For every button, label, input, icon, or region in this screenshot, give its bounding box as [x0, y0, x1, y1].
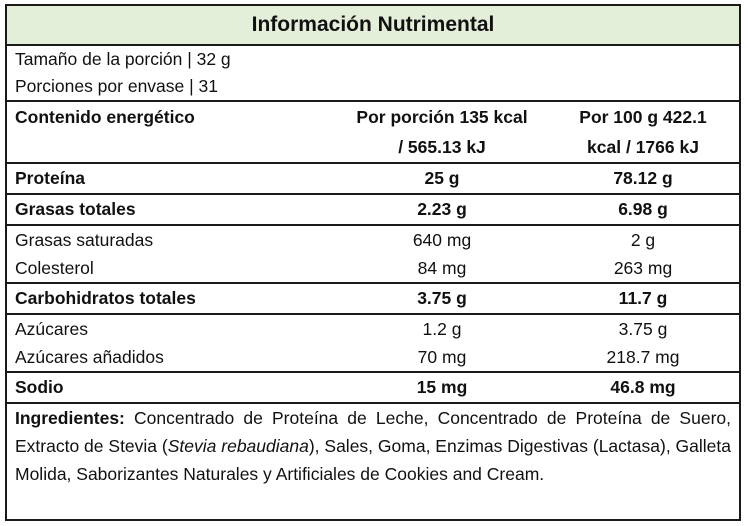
nutrient-per-serving: 640 mg: [337, 224, 547, 254]
energy-label: Contenido energético: [7, 100, 337, 132]
ingredients-italic: Stevia rebaudiana: [167, 436, 309, 456]
nutrient-row-total-fat: Grasas totales 2.23 g 6.98 g: [7, 193, 739, 225]
ingredients-row: Ingredientes: Concentrado de Proteína de…: [7, 402, 739, 488]
nutrient-per-serving: 3.75 g: [337, 282, 547, 314]
nutrient-label: Colesterol: [15, 257, 94, 278]
nutrient-per-100g: 46.8 mg: [547, 371, 739, 403]
nutrient-row-total-carbs: Carbohidratos totales 3.75 g 11.7 g: [7, 282, 739, 314]
nutrient-row-sodium: Sodio 15 mg 46.8 mg: [7, 371, 739, 403]
label-title: Información Nutrimental: [7, 6, 739, 46]
energy-per-serving-line1: Por porción 135 kcal: [337, 100, 547, 132]
servings-per-container: Porciones por envase | 31: [15, 76, 219, 96]
energy-row-2: / 565.13 kJ kcal / 1766 kJ: [7, 132, 739, 163]
energy-per-serving-line2: / 565.13 kJ: [398, 136, 486, 157]
nutrient-per-100g: 3.75 g: [547, 313, 739, 343]
ingredients-label: Ingredientes:: [15, 408, 125, 428]
nutrient-per-serving: 15 mg: [337, 371, 547, 403]
nutrient-per-100g: 263 mg: [613, 257, 673, 278]
nutrient-label: Grasas totales: [7, 193, 337, 225]
nutrient-row-protein: Proteína 25 g 78.12 g: [7, 162, 739, 194]
nutrient-row-added-sugars: Azúcares añadidos 70 mg 218.7 mg: [7, 343, 739, 372]
nutrition-facts-label: Información Nutrimental Tamaño de la por…: [5, 4, 741, 521]
nutrient-per-serving: 1.2 g: [337, 313, 547, 343]
servings-per-container-row: Porciones por envase | 31: [7, 73, 739, 101]
ingredients-text-after: ), Sales, Goma, Enzimas Digestivas (Lact…: [15, 436, 732, 484]
nutrient-per-serving: 84 mg: [417, 257, 467, 278]
ingredients-text-before: Concentrado de Proteína de Leche, Concen…: [15, 408, 731, 456]
serving-size-row: Tamaño de la porción | 32 g: [7, 45, 739, 73]
nutrient-per-100g: 6.98 g: [547, 193, 739, 225]
nutrient-label: Proteína: [7, 162, 337, 194]
nutrient-per-serving: 70 mg: [417, 346, 467, 367]
nutrient-per-100g: 218.7 mg: [606, 346, 680, 367]
nutrient-label: Sodio: [7, 371, 337, 403]
energy-per-100g-line1: Por 100 g 422.1: [547, 100, 739, 132]
nutrient-row-sugars: Azúcares 1.2 g 3.75 g: [7, 313, 739, 343]
nutrient-per-100g: 2 g: [547, 224, 739, 254]
nutrient-per-serving: 2.23 g: [337, 193, 547, 225]
nutrition-table: Información Nutrimental Tamaño de la por…: [7, 6, 739, 488]
serving-size: Tamaño de la porción | 32 g: [15, 49, 231, 69]
ingredients-text: Ingredientes: Concentrado de Proteína de…: [7, 402, 739, 488]
energy-row-1: Contenido energético Por porción 135 kca…: [7, 100, 739, 132]
nutrient-per-100g: 78.12 g: [547, 162, 739, 194]
nutrient-row-saturated-fat: Grasas saturadas 640 mg 2 g: [7, 224, 739, 254]
nutrient-label: Grasas saturadas: [7, 224, 337, 254]
title-row: Información Nutrimental: [7, 6, 739, 46]
nutrient-row-cholesterol: Colesterol 84 mg 263 mg: [7, 254, 739, 283]
nutrient-label: Carbohidratos totales: [7, 282, 337, 314]
nutrient-label: Azúcares añadidos: [15, 346, 164, 367]
nutrient-per-100g: 11.7 g: [547, 282, 739, 314]
energy-label-spacer: [7, 132, 337, 163]
nutrient-label: Azúcares: [7, 313, 337, 343]
energy-per-100g-line2: kcal / 1766 kJ: [587, 136, 699, 157]
nutrient-per-serving: 25 g: [337, 162, 547, 194]
